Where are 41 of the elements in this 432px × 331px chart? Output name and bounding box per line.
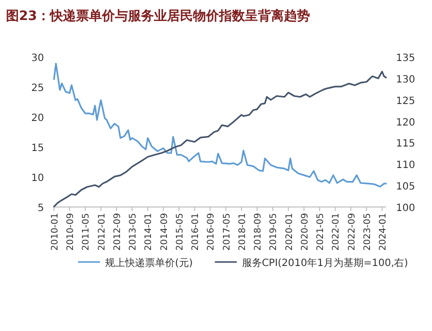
x-tick-label: 2018-01: [238, 213, 248, 251]
x-tick-label: 2020-09: [300, 212, 310, 251]
y-tick-label: 5: [38, 203, 44, 214]
x-tick-label: 2011-05: [82, 213, 92, 251]
y2-tick-label: 135: [396, 53, 416, 64]
y-tick-label: 30: [31, 53, 44, 64]
y2-tick-label: 100: [396, 203, 416, 214]
x-tick-label: 2022-01: [332, 213, 342, 251]
x-tick-label: 2010-09: [66, 212, 76, 251]
legend-label: 服务CPI(2010年1月为基期=100,右): [242, 257, 408, 269]
y-tick-label: 15: [31, 143, 44, 154]
x-tick-label: 2013-05: [128, 213, 139, 251]
y-tick-label: 20: [31, 113, 44, 124]
legend-label: 规上快递票单价(元): [105, 257, 193, 269]
x-tick-label: 2017-05: [222, 213, 232, 251]
y2-tick-label: 120: [396, 117, 416, 128]
x-tick-label: 2020-01: [284, 213, 295, 251]
y-tick-label: 10: [31, 173, 44, 184]
x-tick-label: 2021-05: [316, 213, 326, 251]
x-tick-label: 2018-09: [254, 212, 264, 251]
y-tick-label: 25: [31, 83, 44, 94]
x-tick-label: 2015-05: [175, 213, 186, 251]
y2-tick-label: 130: [396, 74, 416, 86]
chart-title: 图23：快递票单价与服务业居民物价指数呈背离趋势: [6, 8, 310, 24]
x-tick-label: 2014-09: [160, 212, 170, 251]
x-tick-label: 2012-01: [97, 213, 108, 251]
x-tick-label: 2023-05: [362, 213, 373, 251]
y2-tick-label: 125: [396, 96, 416, 107]
y2-tick-label: 105: [396, 182, 416, 193]
x-tick-label: 2016-09: [206, 212, 217, 251]
y2-tick-label: 115: [396, 138, 416, 150]
y2-tick-label: 110: [396, 160, 416, 172]
x-tick-label: 2024-01: [378, 213, 389, 251]
x-tick-label: 2016-01: [191, 213, 202, 251]
x-tick-label: 2012-09: [112, 212, 123, 251]
x-tick-label: 2022-09: [347, 212, 358, 251]
x-tick-label: 2014-01: [144, 213, 154, 251]
line-series: [53, 62, 387, 188]
line-series: [53, 70, 387, 208]
x-tick-label: 2019-05: [269, 213, 280, 251]
x-tick-label: 2010-01: [50, 213, 60, 251]
